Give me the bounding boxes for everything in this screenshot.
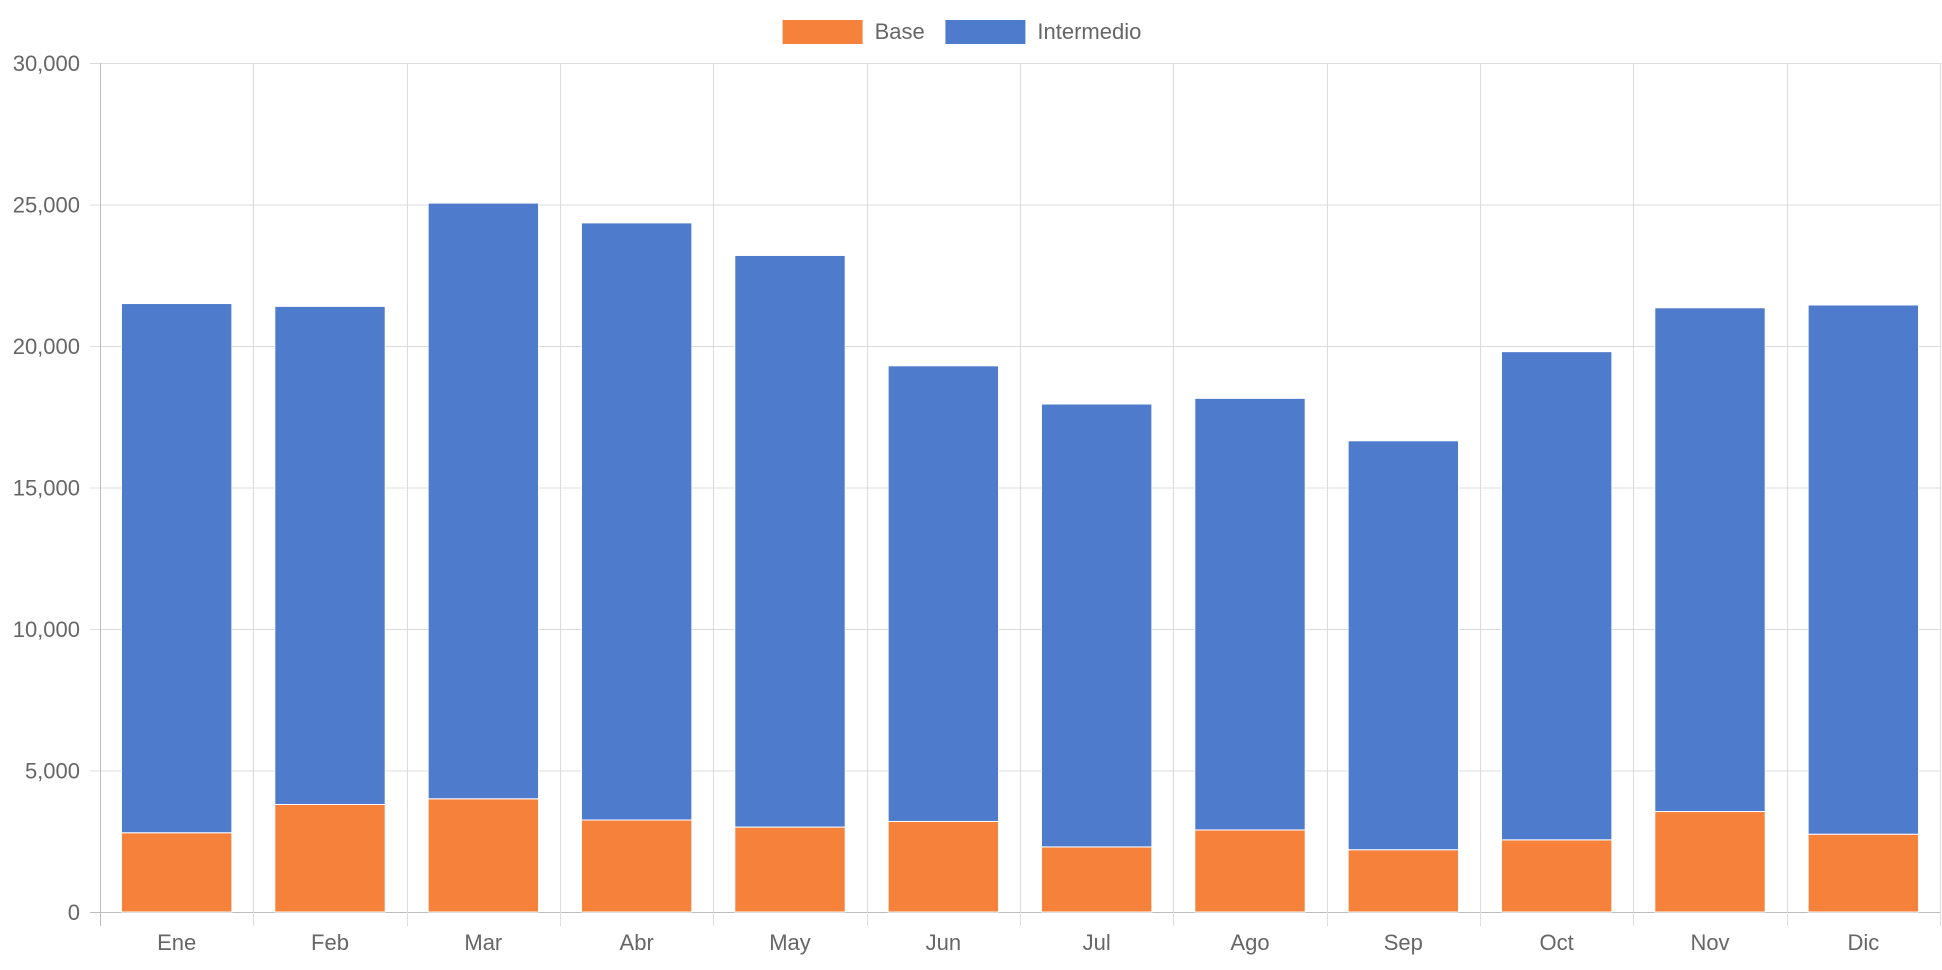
bar-intermedio-may[interactable] (734, 254, 846, 828)
bar-base-jul[interactable] (1040, 846, 1153, 913)
y-tick-label: 30,000 (13, 51, 80, 76)
bar-intermedio-ene[interactable] (120, 303, 233, 834)
y-tick-label: 0 (68, 900, 80, 925)
bar-base-may[interactable] (734, 826, 846, 913)
bar-intermedio-ago[interactable] (1194, 397, 1306, 831)
bars (120, 202, 1920, 913)
bar-intermedio-nov[interactable] (1654, 307, 1766, 813)
y-tick-label: 20,000 (13, 334, 80, 359)
bar-intermedio-feb[interactable] (274, 305, 386, 805)
bar-intermedio-abr[interactable] (580, 222, 693, 821)
bar-base-feb[interactable] (274, 803, 386, 913)
legend-swatch (945, 20, 1026, 44)
x-tick-label: Mar (464, 930, 502, 955)
x-tick-label: Oct (1540, 930, 1574, 955)
grid-lines (90, 63, 1941, 926)
y-tick-label: 5,000 (25, 759, 80, 784)
bar-base-ene[interactable] (120, 832, 233, 913)
bar-base-mar[interactable] (427, 798, 540, 913)
bar-intermedio-sep[interactable] (1347, 440, 1460, 851)
bar-intermedio-oct[interactable] (1500, 351, 1613, 841)
legend-item-base[interactable]: Base (782, 19, 925, 44)
x-tick-label: May (769, 930, 811, 955)
bar-intermedio-jul[interactable] (1040, 403, 1153, 848)
legend-label: Base (875, 19, 925, 44)
legend[interactable]: Base Intermedio (782, 19, 1142, 44)
axes: 0 5,000 10,000 15,000 20,000 25,000 30,000 Ene F… (13, 51, 1880, 955)
bar-base-oct[interactable] (1500, 839, 1613, 913)
x-tick-label: Feb (311, 930, 349, 955)
y-tick-label: 10,000 (13, 617, 80, 642)
bar-intermedio-jun[interactable] (887, 365, 1000, 822)
x-tick-label: Dic (1847, 930, 1879, 955)
bar-base-abr[interactable] (580, 819, 693, 913)
bar-base-nov[interactable] (1654, 811, 1766, 913)
bar-base-jun[interactable] (887, 820, 1000, 913)
legend-label: Intermedio (1037, 19, 1141, 44)
x-tick-label: Jul (1083, 930, 1111, 955)
x-tick-label: Jun (926, 930, 961, 955)
bar-base-ago[interactable] (1194, 829, 1306, 913)
legend-item-intermedio[interactable]: Intermedio (945, 19, 1141, 44)
x-tick-label: Nov (1690, 930, 1729, 955)
y-tick-label: 15,000 (13, 476, 80, 501)
x-tick-label: Ene (157, 930, 196, 955)
y-tick-label: 25,000 (13, 193, 80, 218)
x-tick-label: Abr (620, 930, 654, 955)
legend-swatch (782, 20, 863, 44)
bar-intermedio-dic[interactable] (1807, 304, 1920, 835)
bar-intermedio-mar[interactable] (427, 202, 540, 800)
x-tick-label: Sep (1384, 930, 1423, 955)
bar-base-dic[interactable] (1807, 833, 1920, 913)
x-tick-label: Ago (1230, 930, 1269, 955)
bar-base-sep[interactable] (1347, 849, 1460, 913)
